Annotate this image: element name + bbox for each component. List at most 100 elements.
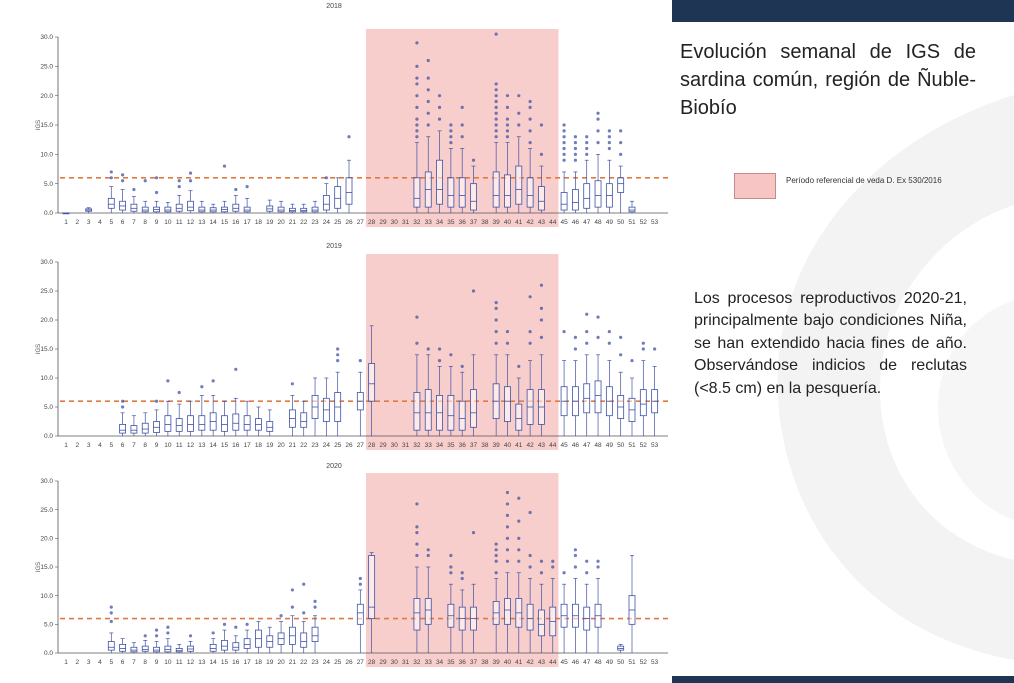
panel-3-box-week-23-box — [311, 626, 319, 642]
panel-3-box-week-8-box — [141, 645, 149, 652]
panel-1-x-tick-label: 44 — [549, 219, 557, 226]
panel-1-box-week-46-box — [572, 189, 579, 211]
panel-1-x-tick-label: 40 — [504, 219, 512, 226]
panel-1-box-week-34-outlier — [437, 105, 442, 109]
panel-2-box-week-48-outlier — [596, 315, 600, 319]
panel-1-box-week-39-outlier — [494, 32, 498, 36]
panel-2-x-tick-label: 17 — [244, 442, 252, 449]
panel-3-x-tick-label: 45 — [560, 659, 568, 666]
panel-2-box-week-40-outlier — [505, 330, 510, 334]
panel-1-x-tick-label: 38 — [481, 219, 489, 226]
panel-3-box-week-47-outlier — [585, 571, 589, 575]
panel-3-box-week-40-outlier — [505, 513, 510, 518]
panel-3-x-tick-label: 8 — [143, 659, 147, 666]
panel-1-box-week-46-outlier — [573, 146, 578, 151]
panel-3-box-week-42-outlier — [528, 553, 532, 558]
panel-3-box-week-35-outlier — [449, 553, 453, 558]
panel-3-x-tick-label: 15 — [221, 659, 229, 666]
panel-3-x-tick-label: 18 — [255, 659, 263, 666]
panel-2-x-tick-label: 16 — [232, 442, 240, 449]
panel-1-box-week-45-box — [560, 192, 568, 211]
panel-3-box-week-40-outlier — [505, 525, 510, 529]
panel-3-box-week-27-box — [356, 603, 364, 625]
panel-2-x-tick-label: 24 — [323, 442, 331, 449]
panel-2-x-tick-label: 38 — [481, 442, 489, 449]
panel-1-y-tick-label: 15.0 — [40, 122, 53, 129]
panel-1-title: 2018 — [326, 3, 342, 10]
panel-1-x-tick-label: 29 — [379, 219, 387, 226]
panel-2-y-tick-label: 10.0 — [40, 375, 53, 382]
panel-3-box-week-36-outlier — [460, 576, 464, 581]
panel-1-x-tick-label: 4 — [98, 219, 102, 226]
panel-2-x-tick-label: 7 — [132, 442, 136, 449]
panel-3-x-tick-label: 33 — [425, 659, 433, 666]
panel-2-box-week-13-outlier — [200, 385, 204, 389]
panel-2-box-week-52-outlier — [641, 347, 645, 351]
panel-1-box-week-32-outlier — [415, 82, 419, 86]
panel-3-x-tick-label: 34 — [436, 659, 444, 666]
panel-1-box-week-36-outlier — [460, 123, 464, 127]
panel-1-box-week-39-outlier — [494, 135, 498, 139]
panel-1-box-week-8-box — [141, 206, 149, 213]
panel-3-box-week-21-outlier — [290, 588, 294, 592]
panel-2-y-tick-label: 25.0 — [40, 288, 53, 295]
slide-title: Evolución semanal de IGS de sardina comú… — [680, 41, 976, 119]
panel-2-box-week-42-outlier — [528, 295, 532, 299]
panel-1-x-tick-label: 49 — [606, 219, 614, 226]
panel-1-box-week-35-box — [447, 177, 455, 208]
panel-1-box-week-48-outlier — [596, 141, 600, 145]
panel-3-x-tick-label: 7 — [132, 659, 136, 666]
panel-1-y-tick-label: 25.0 — [40, 64, 53, 71]
panel-2-box-week-19-box — [266, 421, 274, 432]
panel-3-x-tick-label: 9 — [155, 659, 159, 666]
panel-2-box-week-49-outlier — [607, 330, 611, 334]
panel-1-box-week-11-box — [175, 203, 183, 212]
panel-2-x-tick-label: 50 — [617, 442, 625, 449]
panel-1-x-tick-label: 26 — [345, 219, 353, 226]
panel-2-box-week-11-box — [175, 418, 183, 432]
panel-3-box-week-44-outlier — [551, 565, 555, 569]
panel-2-x-tick-label: 9 — [155, 442, 159, 449]
panel-1-box-week-42-outlier — [528, 105, 532, 109]
panel-3-x-tick-label: 44 — [549, 659, 557, 666]
panel-2-x-tick-label: 35 — [447, 442, 455, 449]
panel-1-x-tick-label: 50 — [617, 219, 625, 226]
panel-3-box-week-6-box — [119, 644, 126, 652]
panel-3-box-week-39-outlier — [494, 542, 498, 546]
panel-1-box-week-33-outlier — [426, 58, 430, 63]
panel-3-x-tick-label: 2 — [76, 659, 80, 666]
panel-3-box-week-10-box — [164, 645, 172, 653]
panel-1-box-week-39-outlier — [494, 82, 498, 86]
panel-1-box-week-17-outlier — [245, 185, 249, 189]
panel-1-box-week-46-outlier — [573, 135, 578, 139]
panel-1-box-week-39-box — [492, 171, 500, 208]
panel-1-box-week-39-outlier — [494, 111, 498, 115]
panel-1-box-week-40-outlier — [505, 135, 510, 139]
panel-1-box-week-12-outlier — [188, 171, 193, 175]
panel-2-box-week-35-box — [447, 394, 455, 431]
panel-2-box-week-15-box — [221, 415, 228, 432]
veda-legend: Período referencial de veda D. Ex 530/20… — [734, 167, 964, 207]
panel-2-box-week-32-box — [413, 392, 421, 431]
panel-3-box-week-22-outlier — [302, 582, 306, 586]
panel-3-box-week-40-outlier — [505, 536, 510, 540]
panel-1-box-week-50-outlier — [619, 129, 623, 133]
panel-1-y-axis-label: IGS — [36, 120, 42, 130]
panel-2-box-week-39-outlier — [494, 301, 498, 305]
panel-2-box-week-41-box — [515, 403, 523, 431]
panel-1-box-week-34-outlier — [437, 117, 442, 121]
panel-3-box-week-39-outlier — [494, 571, 498, 575]
panel-1-box-week-16-box — [232, 203, 240, 212]
panel-3-box-week-40-outlier — [505, 490, 510, 495]
panel-2-x-tick-label: 18 — [255, 442, 263, 449]
panel-1-y-tick-label: 10.0 — [40, 152, 53, 159]
panel-2-box-week-45-outlier — [562, 330, 566, 334]
panel-2-box-week-51-outlier — [630, 359, 634, 363]
panel-2-box-week-52-outlier — [641, 341, 645, 345]
panel-3-x-tick-label: 20 — [277, 659, 285, 666]
panel-3-box-week-48-outlier — [596, 559, 600, 563]
panel-2-box-week-10-box — [164, 415, 172, 432]
panel-1-box-week-36-outlier — [460, 135, 464, 139]
panel-1-box-week-46-outlier — [573, 141, 578, 145]
panel-3-box-week-48-outlier — [596, 565, 600, 569]
